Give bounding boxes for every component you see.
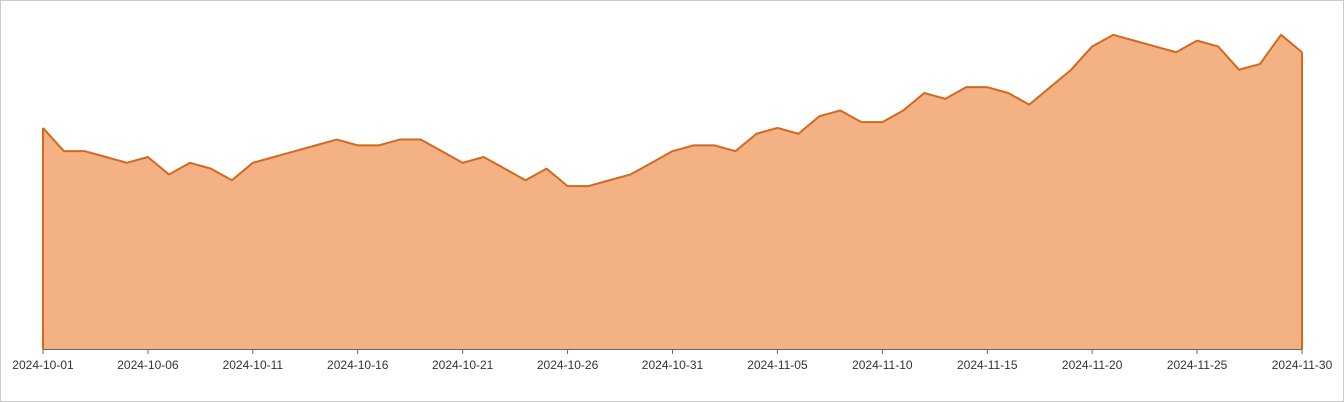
x-tick-label: 2024-11-10 [852, 358, 913, 372]
series-area [43, 34, 1302, 349]
x-tick-label: 2024-11-05 [747, 358, 808, 372]
x-tick-label: 2024-11-30 [1272, 358, 1333, 372]
x-tick-label: 2024-11-25 [1167, 358, 1228, 372]
x-tick-label: 2024-10-11 [223, 358, 284, 372]
x-tick-label: 2024-10-26 [537, 358, 599, 372]
x-tick-label: 2024-11-20 [1062, 358, 1123, 372]
x-tick-label: 2024-10-01 [12, 358, 74, 372]
x-tick-label: 2024-10-06 [117, 358, 179, 372]
series-line [42, 33, 1303, 188]
x-tick-label: 2024-10-16 [327, 358, 389, 372]
x-axis-ticks: 2024-10-01 2024-10-06 2024-10-11 2024-10-16… [12, 349, 1333, 372]
x-tick-label: 2024-11-15 [957, 358, 1018, 372]
x-tick-label: 2024-10-31 [642, 358, 704, 372]
x-tick-label: 2024-10-21 [432, 358, 494, 372]
